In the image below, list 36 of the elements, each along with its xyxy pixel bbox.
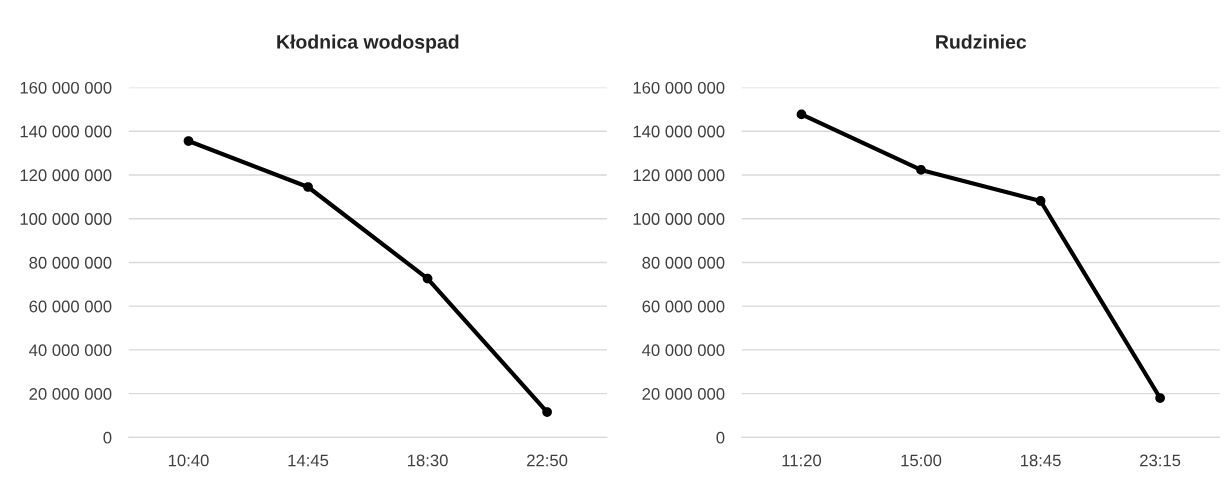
y-tick-label: 120 000 000 <box>633 169 725 182</box>
x-tick-label: 18:30 <box>407 454 448 467</box>
point <box>542 407 552 417</box>
y-tick-label: 80 000 000 <box>29 256 112 269</box>
x-tick-label: 18:45 <box>1020 454 1061 467</box>
y-tick-label: 100 000 000 <box>20 213 112 225</box>
point <box>1155 393 1165 403</box>
y-tick-label: 20 000 000 <box>642 388 725 400</box>
y-tick-label: 140 000 000 <box>20 125 112 138</box>
x-tick-label: 23:15 <box>1140 454 1181 467</box>
y-tick-label: 0 <box>716 431 725 444</box>
chart-title: Rudziniec <box>936 34 1027 49</box>
y-tick-label: 0 <box>103 431 112 444</box>
point <box>183 136 194 146</box>
y-tick-label: 160 000 000 <box>20 81 112 94</box>
x-tick-label: 11:20 <box>782 454 822 467</box>
x-tick-label: 14:45 <box>288 454 329 467</box>
point <box>916 165 926 175</box>
x-tick-label: 22:50 <box>527 454 568 467</box>
y-tick-label: 120 000 000 <box>20 169 112 182</box>
x-tick-label: 15:00 <box>901 454 942 467</box>
x-tick-label: 10:40 <box>168 454 209 467</box>
y-tick-label: 100 000 000 <box>633 213 725 225</box>
y-tick-label: 80 000 000 <box>642 256 725 269</box>
y-tick-label: 40 000 000 <box>29 344 112 357</box>
y-tick-label: 140 000 000 <box>633 125 725 138</box>
point <box>1035 196 1046 206</box>
y-tick-label: 20 000 000 <box>29 388 112 400</box>
point <box>796 109 807 120</box>
y-tick-label: 60 000 000 <box>29 300 112 313</box>
point <box>303 182 313 192</box>
y-tick-label: 60 000 000 <box>642 300 725 313</box>
y-tick-label: 40 000 000 <box>642 344 725 357</box>
chart-title: Kłodnica wodospad <box>277 34 459 53</box>
point <box>422 273 433 284</box>
y-tick-label: 160 000 000 <box>633 81 725 94</box>
